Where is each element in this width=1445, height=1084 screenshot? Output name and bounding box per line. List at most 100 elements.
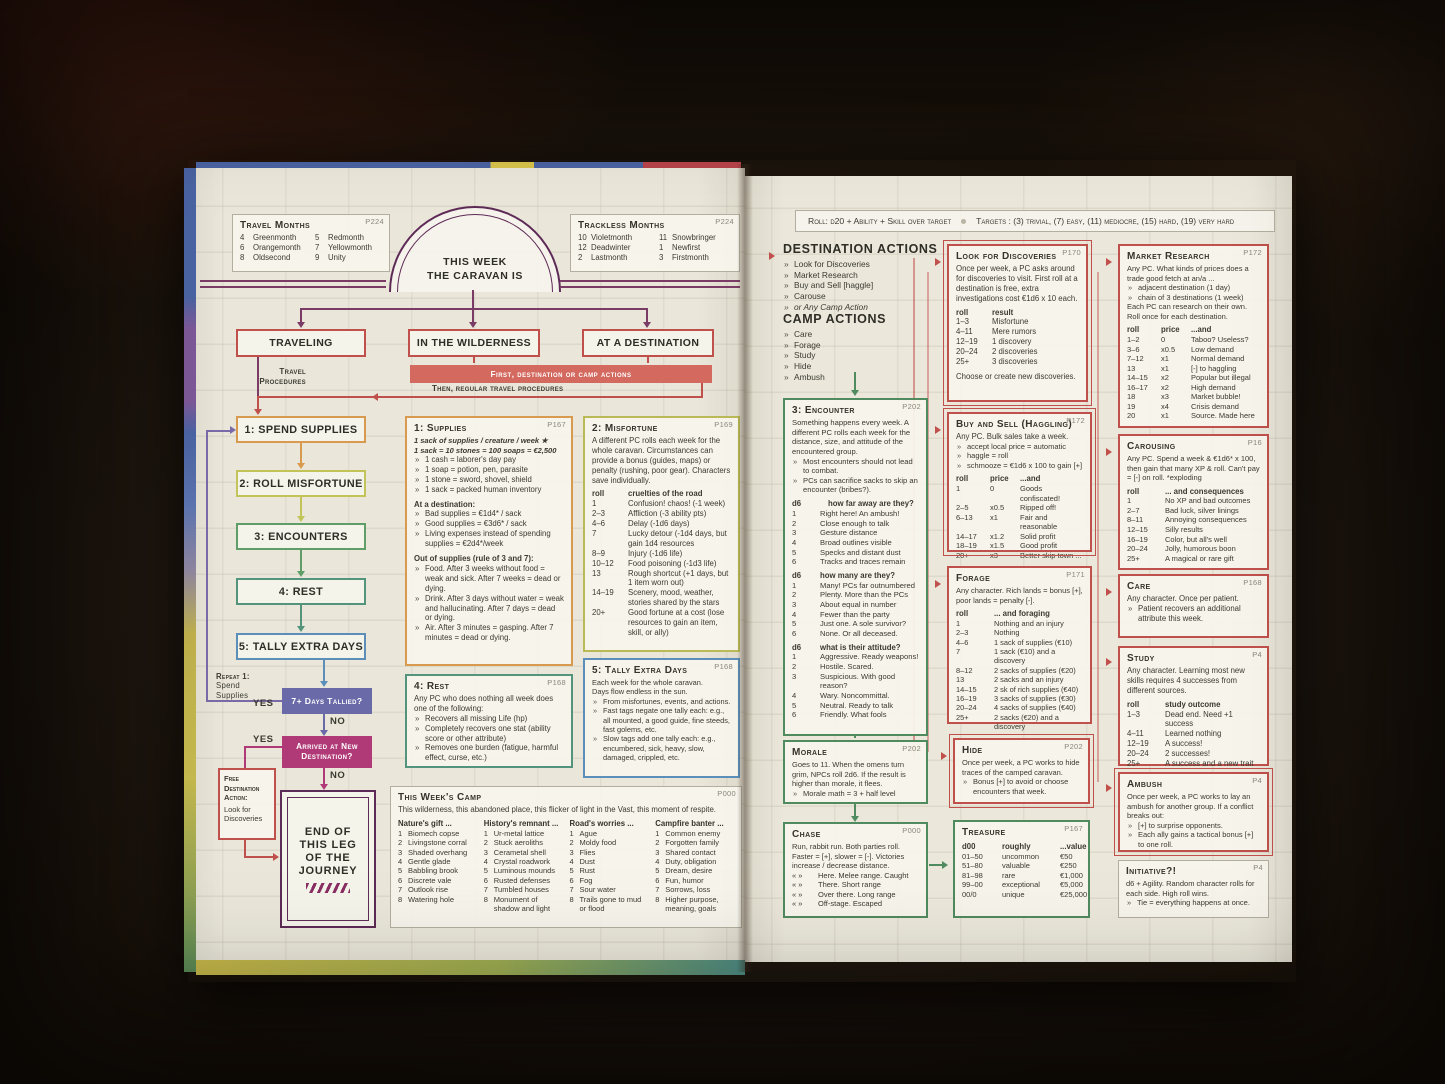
list-item: Bad supplies = €1d4* / sack [414, 509, 564, 519]
carousing-box: P16 Carousing Any PC. Spend a week & €1d… [1118, 434, 1269, 570]
misfortune-box: P169 2: Misfortune A different PC rolls … [583, 416, 740, 652]
destination-actions-title: Destination Actions [783, 242, 938, 256]
arch-flank-line [560, 286, 740, 288]
arrow-down-icon [851, 816, 859, 822]
free-action-body: Look for Discoveries [224, 804, 263, 824]
list-item: PCs can sacrifice sacks to skip an encou… [792, 476, 919, 495]
list-item: From misfortunes, events, and actions. [592, 697, 731, 707]
misfortune-title: 2: Misfortune [592, 423, 658, 434]
care-intro: Any character. Once per patient. [1127, 594, 1239, 603]
arch-flank-line [200, 280, 386, 282]
supplies-subhead-destination: At a destination: [414, 499, 476, 509]
page-ref: P202 [1064, 742, 1083, 751]
market-table: 1–2 0 Taboo? Useless? 3–6 x0.5 Low demand 7–12… [1127, 335, 1260, 421]
free-destination-action-box: Free Destination Action: Look for Discov… [218, 768, 276, 840]
flow-line [300, 605, 302, 626]
morale-title: Morale [792, 747, 828, 758]
study-title: Study [1127, 653, 1155, 664]
action-item: Hide [783, 361, 941, 372]
initiative-box: P4 Initiative?! d6 + Agility. Random cha… [1118, 860, 1269, 918]
rest-intro: Any PC who does nothing all week does on… [414, 694, 554, 713]
arrow-right-icon [935, 258, 941, 266]
trackless-months-box: P224 Trackless Months 10 Violetmonth 12 Dea… [570, 214, 740, 272]
initiative-intro: d6 + Agility. Random character rolls for… [1126, 879, 1255, 898]
page-ref: P168 [547, 678, 566, 687]
study-box: P4 Study Any character. Learning most ne… [1118, 646, 1269, 768]
list-item: adjacent destination (1 day) [1127, 283, 1260, 293]
flow-line [244, 856, 274, 858]
arrow-right-icon [1106, 588, 1112, 596]
page-right: Roll: d20 + Ability + Skill over target … [745, 176, 1292, 962]
morale-intro: Goes to 11. When the omens turn grim, NP… [792, 760, 906, 789]
camp-item: 1 Common enemy [655, 828, 721, 838]
table-row: 8–12 2 sacks of supplies (€20) [956, 665, 1076, 675]
camp-item: 3 Cerametal shell [483, 847, 546, 857]
supplies-subhead-out: Out of supplies (rule of 3 and 7): [414, 554, 534, 564]
book-cover-edge-bottom [196, 960, 745, 975]
rest-title: 4: Rest [414, 681, 450, 692]
arch-line2: THE CARAVAN IS [426, 269, 524, 282]
table-row: 4 Wary. Noncommittal. [792, 691, 890, 701]
list-item: Tie = everything happens at once. [1126, 898, 1261, 908]
camp-item: 1 Ur-metal lattice [483, 828, 545, 838]
travel-months-title: Travel Months [240, 220, 311, 231]
table-row: 20–24 2 successes! [1127, 749, 1211, 759]
action-item: Study [783, 350, 941, 361]
table-row: 8–11 Annoying consequences [1127, 515, 1247, 525]
no-label: NO [330, 770, 346, 781]
arrow-down-icon [254, 409, 262, 415]
tally-list: From misfortunes, events, and actions.Fa… [592, 697, 731, 763]
step-roll-misfortune: 2: ROLL MISFORTUNE [236, 470, 366, 497]
action-item: or Any Camp Action [783, 302, 941, 313]
list-item: Air. After 3 minutes = gasping. After 7 … [414, 623, 564, 643]
table-row: 5 Neutral. Ready to talk [792, 700, 894, 710]
flow-line [257, 357, 259, 396]
table-row: 13 Rough shortcut (+1 days, but 1 item wo… [592, 568, 729, 588]
table-row: 1–2 0 Taboo? Useless? [1127, 334, 1249, 344]
book-spread: P224 Travel Months 4 Greenmonth 6 Orangemon… [184, 160, 1296, 982]
month-item: 2 Lastmonth [578, 253, 628, 263]
flow-line [257, 396, 259, 410]
tally-box: P168 5: Tally Extra Days Each week for t… [583, 658, 740, 778]
supplies-box: P167 1: Supplies 1 sack of supplies / cr… [405, 416, 573, 666]
table-row: 13 2 sacks and an injury [956, 675, 1064, 685]
table-row: 2–7 Bad luck, silver linings [1127, 505, 1239, 515]
supplies-list-1: 1 cash = laborer's day pay1 soap = potio… [414, 455, 564, 495]
tally-title: 5: Tally Extra Days [592, 665, 688, 676]
banner-first-actions: First, destination or camp actions [410, 365, 712, 383]
flow-line [472, 308, 474, 322]
table-row: 4–11 Learned nothing [1127, 729, 1222, 739]
table-row: 7–12 x1 Normal demand [1127, 354, 1245, 364]
market-intro: Any PC. What kinds of prices does a trad… [1127, 264, 1249, 283]
list-item: Each ally gains a tactical bonus [+] to … [1127, 830, 1260, 849]
page-ref: P168 [1243, 578, 1262, 587]
table-row: 20 x1 Source. Made here [1127, 411, 1255, 421]
chase-intro: Run, rabbit run. Both parties roll. Fast… [792, 842, 905, 871]
table-row: 4–11 Mere rumors [956, 327, 1037, 337]
arrow-right-icon [1106, 448, 1112, 456]
flow-line [244, 746, 282, 748]
table-row: 20+ Good fortune at a cost (lose resource… [592, 608, 725, 637]
arrow-left-icon [372, 393, 378, 401]
table-row: 4 Broad outlines visible [792, 537, 892, 547]
table-row: 2 Plenty. More than the PCs [792, 590, 909, 600]
month-item: 4 Greenmonth [240, 233, 297, 242]
step-tally-extra-days: 5: TALLY EXTRA DAYS [236, 633, 366, 660]
page-ref: P171 [1066, 570, 1085, 579]
yes-label: YES [253, 698, 274, 709]
table-row: 13 x1 [-] to haggling [1127, 363, 1237, 373]
ambush-intro: Once per week, a PC works to lay an ambu… [1127, 792, 1254, 821]
page-ref: P172 [1066, 416, 1085, 425]
camp-item: 7 Sour water [569, 885, 616, 895]
month-item: 8 Oldsecond [240, 253, 291, 263]
camp-item: 3 Shaded overhang [398, 847, 468, 857]
camp-item: 3 Shared contact [655, 847, 716, 857]
ambush-title: Ambush [1127, 779, 1163, 790]
list-item: schmooze = €1d6 x 100 to gain [+] [956, 461, 1083, 471]
list-item: 1 stone = sword, shovel, shield [414, 475, 564, 485]
camp-item: 8 Trails gone to mud or flood [569, 894, 642, 913]
market-research-box: P172 Market Research Any PC. What kinds … [1118, 244, 1269, 428]
camp-item: 2 Livingstone corral [398, 838, 467, 848]
camp-item: 2 Forgotten family [655, 838, 720, 848]
camp-item: 4 Crystal roadwork [483, 857, 551, 867]
